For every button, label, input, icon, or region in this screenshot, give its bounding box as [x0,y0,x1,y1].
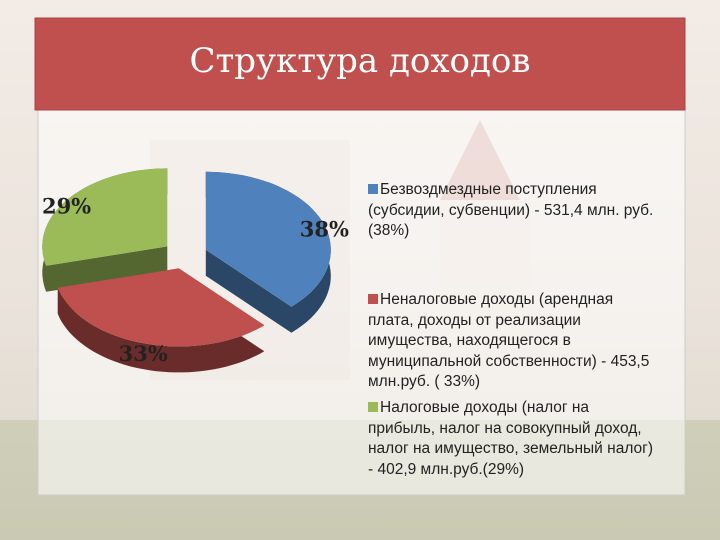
legend-entry: Безвоздмездные поступления (субсидии, су… [368,180,660,242]
data-label: 33% [119,341,168,366]
legend-entry: Неналоговые доходы (арендная плата, дохо… [368,290,660,393]
legend-text: Неналоговые доходы (арендная плата, дохо… [368,291,650,390]
chart-title: Структура доходов [189,41,530,81]
legend-swatch [368,184,378,194]
title-bar [34,17,686,111]
pie: 38% 33% 29% [42,168,349,373]
legend-entry: Налоговые доходы (налог на прибыль, нало… [368,398,660,480]
data-label: 38% [300,217,349,242]
data-label: 29% [42,194,91,219]
legend-swatch [368,402,378,412]
legend-text: Налоговые доходы (налог на прибыль, нало… [368,399,653,478]
legend-text: Безвоздмездные поступления (субсидии, су… [368,181,654,239]
slice [42,168,168,266]
slice [57,268,265,347]
legend-swatch [368,294,378,304]
slice [205,171,331,307]
